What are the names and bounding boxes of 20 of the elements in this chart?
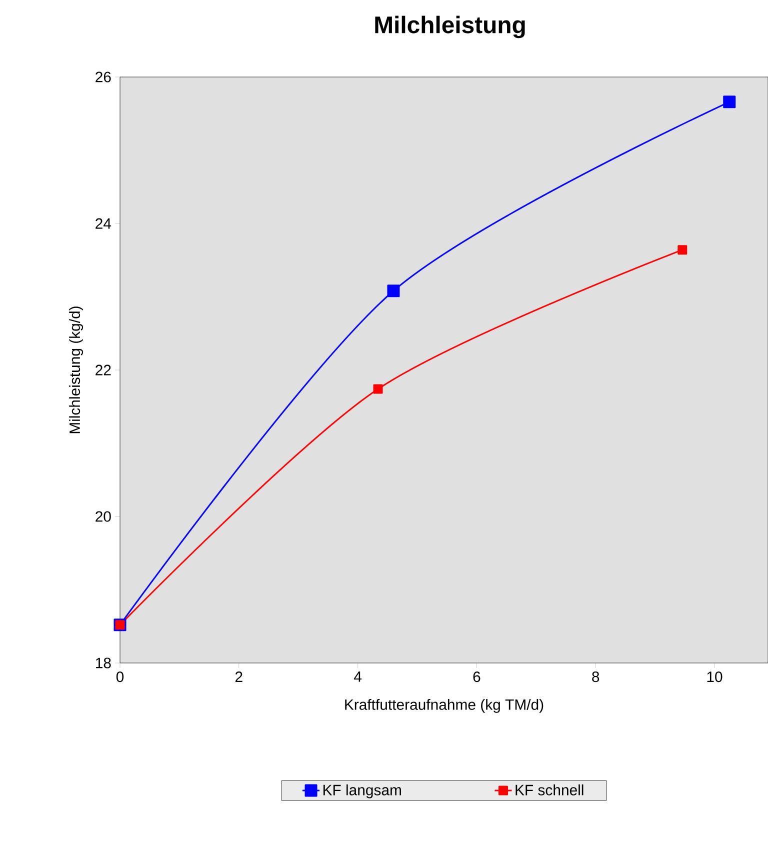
x-tick-label: 4 xyxy=(354,672,362,682)
point xyxy=(387,284,400,298)
x-tick-label: 6 xyxy=(473,672,480,682)
chart-title: Milchleistung xyxy=(375,16,525,38)
legend-label: KF langsam xyxy=(323,784,401,798)
x-tick-label: 8 xyxy=(592,672,600,682)
y-axis-title: Milchleistung (kg/d) xyxy=(68,306,83,434)
y-tick-label: 18 xyxy=(96,658,111,668)
y-tick-label: 20 xyxy=(96,511,111,522)
x-tick-label: 2 xyxy=(235,672,242,682)
x-tick-label: 0 xyxy=(116,672,124,682)
point xyxy=(723,96,736,108)
y-tick-label: 22 xyxy=(96,364,111,376)
y-tick-label: 26 xyxy=(96,72,111,82)
x-axis-title: Kraftfutteraufnahme (kg TM/d) xyxy=(345,698,544,713)
legend-label: KF schnell xyxy=(516,784,584,796)
point xyxy=(373,384,383,394)
point xyxy=(678,245,688,255)
y-tick-label: 24 xyxy=(96,218,111,229)
x-tick-label: 10 xyxy=(707,672,722,682)
